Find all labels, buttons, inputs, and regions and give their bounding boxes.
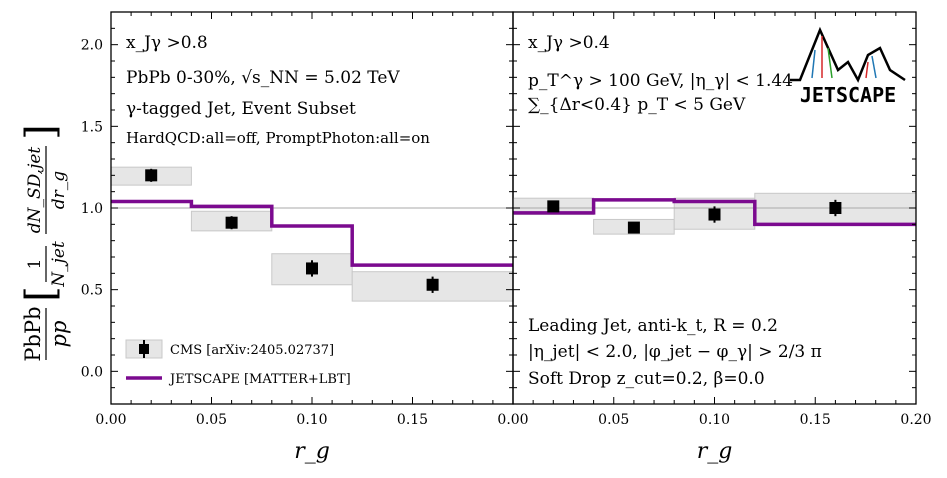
annotation-left-xj: x_Jγ >0.8 (126, 33, 208, 53)
y-tick-label: 0.5 (81, 283, 103, 299)
x-tick-label: 0.00 (497, 412, 528, 428)
cms-data-point (829, 202, 842, 214)
annotation-left-pbpb: PbPb 0-30%, √s_NN = 5.02 TeV (126, 68, 400, 88)
y-tick-label: 1.5 (81, 119, 103, 135)
svg-text:[: [ (18, 286, 64, 302)
annotation-left-tagged: γ-tagged Jet, Event Subset (126, 99, 356, 119)
y-label-ratio-den: pp (47, 321, 71, 348)
jetscape-logo: JETSCAPE (790, 26, 906, 107)
annotation-right-iso: ∑_{Δr<0.4} p_T < 5 GeV (528, 95, 746, 115)
legend-cms-label: CMS [arXiv:2405.02737] (170, 343, 334, 358)
panel-right: 0.00 0.05 0.10 0.15 0.20 r_g (497, 11, 932, 464)
y-label-ratio-num: PbPb (21, 306, 45, 361)
y-tick-label: 0.0 (81, 364, 103, 380)
cms-data-point (627, 221, 640, 234)
x-tick-label: 0.10 (296, 412, 327, 428)
cms-data-point (306, 262, 318, 275)
jetscape-curve (111, 199, 513, 267)
annotation-left-hardqcd: HardQCD:all=off, PromptPhoton:all=on (126, 129, 430, 147)
x-tick-label: 0.05 (598, 412, 629, 428)
y-label-frac1-den: N_jet (49, 241, 69, 288)
cms-data-point (708, 208, 721, 221)
panel-left: 0.00 0.05 0.10 0.15 0.0 0.5 1.0 1.5 2.0 r_g (81, 11, 514, 464)
x-tick-label: 0.05 (196, 412, 227, 428)
x-tick-label: 0.20 (900, 412, 931, 428)
cms-data-point (547, 200, 560, 213)
annotation-right-xj: x_Jγ >0.4 (528, 33, 610, 53)
jetscape-curve (513, 198, 916, 227)
cms-data-point (145, 169, 158, 182)
cms-sys-band (271, 253, 353, 286)
y-label-frac1-num: 1 (25, 259, 45, 270)
cms-data-point (426, 278, 439, 291)
x-tick-label: 0.10 (699, 412, 730, 428)
x-tick-label: 0.15 (800, 412, 831, 428)
y-label-frac2-den: dr_g (49, 171, 69, 210)
logo-text: JETSCAPE (800, 83, 896, 107)
annotation-right-eta: |η_jet| < 2.0, |φ_jet − φ_γ| > 2/3 π (528, 342, 822, 362)
y-tick-label: 1.0 (81, 201, 103, 217)
legend-cms-marker (139, 344, 149, 354)
annotation-right-pt: p_T^γ > 100 GeV, |η_γ| < 1.44 (528, 71, 793, 91)
x-tick-label: 0.15 (397, 412, 428, 428)
legend-jetscape-label: JETSCAPE [MATTER+LBT] (168, 372, 351, 387)
y-axis-label: PbPb pp [ 1 N_jet dN_SD,jet dr_g ] (18, 124, 71, 361)
annotation-right-softdrop: Soft Drop z_cut=0.2, β=0.0 (528, 369, 765, 389)
x-axis-label: r_g (697, 439, 733, 464)
cms-data-point (225, 216, 238, 229)
y-tick-label: 2.0 (81, 38, 103, 54)
x-tick-label: 0.00 (95, 412, 126, 428)
y-label-frac2-num: dN_SD,jet (25, 147, 45, 234)
annotation-right-leading: Leading Jet, anti-k_t, R = 0.2 (528, 316, 778, 336)
legend: CMS [arXiv:2405.02737] JETSCAPE [MATTER+… (125, 339, 351, 387)
svg-text:]: ] (18, 124, 64, 140)
x-axis-label: r_g (294, 439, 330, 464)
